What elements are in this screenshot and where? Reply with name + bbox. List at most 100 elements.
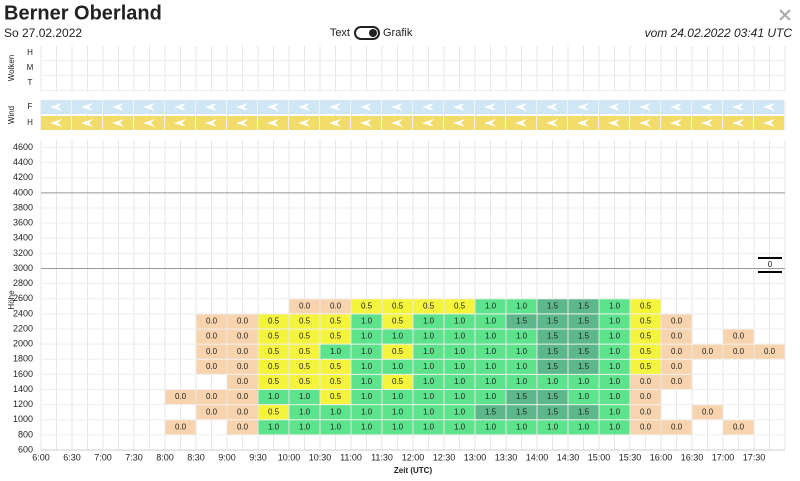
heat-cell [475,329,506,344]
wind-arrow [81,119,93,127]
cell-label: 1.0 [609,347,621,356]
heat-cell [692,344,723,359]
cell-label: 1.0 [361,317,373,326]
cell-label: 0.0 [640,407,652,416]
cell-label: 1.5 [578,332,590,341]
heat-cell [475,359,506,374]
heat-cell [475,344,506,359]
wind-row-label: H [27,118,33,127]
cell-label: 1.5 [547,317,559,326]
heat-cell [289,420,320,435]
heat-cell [506,420,537,435]
heat-cell [506,314,537,329]
wind-arrow [732,119,744,127]
cell-label: 1.0 [609,407,621,416]
cell-label: 0.5 [330,332,342,341]
heat-cell [506,359,537,374]
heat-cell [351,314,382,329]
cell-label: 0.5 [299,362,311,371]
cell-label: 0.5 [268,317,280,326]
heat-cell [661,359,692,374]
cell-label: 1.0 [485,377,497,386]
heat-cell [289,405,320,420]
cell-label: 1.0 [423,422,435,431]
close-button[interactable] [779,9,791,21]
cell-label: 0.0 [671,377,683,386]
wind-arrow [515,103,527,111]
cell-label: 1.0 [485,392,497,401]
heat-cell [165,420,196,435]
heat-cell [537,390,568,405]
cell-label: 0.0 [671,317,683,326]
cell-label: 1.0 [330,407,342,416]
cell-label: 0.0 [237,407,249,416]
cell-label: 1.5 [516,392,528,401]
cell-label: 1.0 [454,332,466,341]
heat-cell [258,344,289,359]
cell-label: 1.0 [454,422,466,431]
cell-label: 1.0 [578,392,590,401]
cell-label: 0.5 [330,377,342,386]
heat-cell [599,329,630,344]
cell-label: 1.5 [516,407,528,416]
cell-label: 0.5 [330,317,342,326]
heat-cell [351,299,382,314]
heat-cell [196,314,227,329]
wind-arrow [453,119,465,127]
wind-arrow [143,103,155,111]
heat-cell [320,329,351,344]
heat-cell [599,344,630,359]
heat-cell [537,299,568,314]
x-tick-label: 11:00 [340,452,362,462]
cell-label: 0.0 [640,392,652,401]
cell-label: 1.0 [361,407,373,416]
cell-label: 1.5 [547,392,559,401]
cell-label: 0.5 [392,317,404,326]
x-tick-label: 14:30 [557,452,580,462]
heat-cell [289,374,320,390]
cell-label: 0.5 [268,362,280,371]
wind-arrow [608,119,620,127]
cell-label: 1.0 [454,317,466,326]
heat-cell [258,420,289,435]
cell-label: 0.5 [423,301,435,310]
cell-label: 0.0 [640,377,652,386]
cell-label: 1.0 [516,332,528,341]
heat-cell [258,329,289,344]
cell-label: 1.5 [547,407,559,416]
cell-label: 1.0 [609,392,621,401]
toggle-knob[interactable] [369,29,377,37]
cell-label: 1.0 [361,347,373,356]
cell-label: 0.5 [268,332,280,341]
marker-label: 0 [768,260,773,269]
wind-arrow [50,119,62,127]
cell-label: 1.5 [578,301,590,310]
cell-label: 1.0 [485,362,497,371]
heat-cell [227,374,258,390]
cell-label: 1.5 [547,362,559,371]
cell-label: 0.5 [392,377,404,386]
cell-label: 0.0 [671,332,683,341]
heat-cell [227,420,258,435]
wind-arrow [515,119,527,127]
heat-cell [661,344,692,359]
wind-arrow [639,119,651,127]
heat-cell [661,329,692,344]
toggle-right-label[interactable]: Grafik [383,27,413,39]
cell-label: 0.5 [299,377,311,386]
cell-label: 0.0 [237,377,249,386]
heat-cell [537,420,568,435]
heat-cell [444,405,475,420]
cell-label: 0.5 [299,332,311,341]
heat-cell [320,299,351,314]
heat-cell [568,420,599,435]
heat-cell [227,344,258,359]
cell-label: 0.0 [764,347,776,356]
toggle-left-label[interactable]: Text [330,27,350,39]
toggle[interactable] [354,26,380,40]
cell-label: 1.0 [609,332,621,341]
y-tick-label: 600 [18,444,33,454]
heat-cell [506,390,537,405]
y-tick-label: 4600 [13,142,33,152]
wind-arrow [701,103,713,111]
